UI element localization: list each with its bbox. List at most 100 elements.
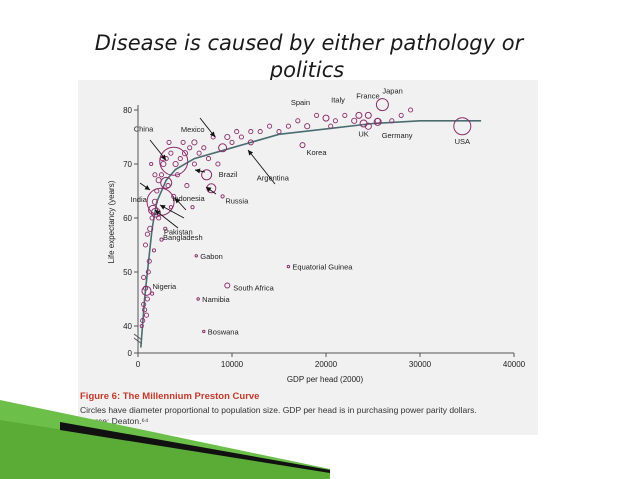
- y-tick-label: 80: [123, 106, 132, 115]
- country-bubble-brazil: [201, 169, 213, 181]
- country-label-equatorial-guinea: Equatorial Guinea: [292, 263, 353, 272]
- country-point: [229, 139, 235, 145]
- slide-title-line2: politics: [269, 58, 345, 82]
- country-point: [220, 194, 225, 199]
- country-point: [151, 198, 158, 205]
- country-label-bangladesh: Bangladesh: [163, 233, 203, 242]
- country-point: [332, 118, 338, 124]
- country-label-brazil: Brazil: [219, 170, 238, 179]
- country-label-china: China: [134, 124, 154, 133]
- country-point: [205, 156, 212, 162]
- country-point: [144, 296, 150, 302]
- country-point: [151, 248, 157, 253]
- annotation-arrowhead-russia: [206, 187, 212, 192]
- country-point: [201, 145, 207, 151]
- country-bubble-usa: [453, 117, 472, 136]
- country-bubble-germany: [373, 117, 382, 126]
- country-point: [191, 139, 198, 146]
- country-label-nigeria: Nigeria: [152, 282, 177, 291]
- country-point: [238, 134, 244, 140]
- country-point: [143, 312, 150, 318]
- country-label-japan: Japan: [382, 87, 402, 96]
- annotation-arrowhead-argentina: [248, 150, 254, 156]
- country-point: [160, 160, 167, 168]
- country-point: [140, 318, 146, 324]
- x-tick-label: 10000: [221, 360, 244, 369]
- country-label-pakistan: Pakistan: [164, 228, 193, 237]
- preston-curve-line: [140, 120, 482, 348]
- country-point: [398, 112, 404, 118]
- country-point: [142, 307, 148, 313]
- country-point: [159, 237, 164, 242]
- x-axis-label: GDP per head (2000): [287, 375, 364, 384]
- x-tick-label: 40000: [503, 360, 526, 369]
- country-point: [139, 323, 144, 329]
- y-tick-label: 50: [123, 268, 132, 277]
- country-point: [408, 107, 414, 113]
- country-bubble-pakistan: [150, 207, 161, 218]
- country-point: [190, 205, 195, 210]
- country-label-germany: Germany: [382, 131, 413, 140]
- country-bubble-nigeria: [141, 285, 152, 296]
- country-point: [314, 112, 320, 118]
- country-point: [304, 123, 311, 130]
- annotation-arrowhead-indonesia: [175, 198, 181, 204]
- figure-panel: [78, 80, 538, 435]
- country-point: [234, 129, 240, 135]
- y-tick-label: 60: [123, 214, 132, 223]
- country-bubble-indonesia: [160, 176, 173, 189]
- y-axis-label: Life expectancy (years): [107, 180, 116, 263]
- country-point: [224, 133, 231, 141]
- country-point: [141, 274, 147, 280]
- country-point: [142, 242, 149, 248]
- annotation-arrow-argentina: [247, 149, 276, 185]
- country-bubble-south-africa: [224, 282, 231, 289]
- annotation-arrowhead-china: [160, 154, 166, 160]
- country-label-russia: Russia: [225, 196, 249, 205]
- country-bubble-china: [159, 146, 189, 176]
- annotation-arrowhead-pakistan: [160, 205, 166, 210]
- country-point: [149, 161, 154, 167]
- country-bubble-india: [146, 187, 175, 216]
- country-label-uk: UK: [358, 130, 368, 139]
- country-bubble-korea: [299, 142, 306, 149]
- country-bubble-bangladesh: [148, 204, 159, 215]
- country-bubble-namibia: [196, 297, 200, 301]
- country-label-namibia: Namibia: [202, 295, 230, 304]
- country-point: [184, 183, 190, 189]
- country-bubble-spain: [322, 114, 330, 122]
- country-bubble-equatorial-guinea: [286, 264, 291, 269]
- y-tick-label: 40: [123, 322, 132, 331]
- country-point: [146, 258, 152, 264]
- country-label-south-africa: South Africa: [233, 284, 274, 293]
- country-point: [181, 150, 189, 157]
- country-label-korea: Korea: [307, 148, 328, 157]
- country-point: [389, 118, 395, 124]
- figure-caption-line1: Circles have diameter proportional to po…: [80, 405, 477, 415]
- country-label-mexico: Mexico: [181, 125, 205, 134]
- country-point: [152, 172, 158, 178]
- country-bubble-gabon: [194, 254, 198, 258]
- annotation-arrowhead-mexico: [209, 131, 215, 137]
- country-bubble-boswana: [202, 329, 206, 334]
- country-bubble-france: [364, 111, 372, 119]
- country-point: [295, 118, 301, 124]
- country-bubble-italy: [355, 111, 363, 119]
- country-point: [196, 150, 202, 156]
- annotation-arrowhead-india: [144, 185, 150, 190]
- country-point: [285, 123, 291, 129]
- country-point: [248, 129, 254, 135]
- axis-break-mark: [133, 333, 143, 341]
- x-tick-label: 30000: [409, 360, 432, 369]
- country-point: [257, 129, 263, 135]
- country-point: [342, 112, 348, 118]
- country-point: [141, 301, 147, 307]
- country-label-france: France: [356, 91, 379, 100]
- country-point: [166, 139, 172, 145]
- slide-title-line1: Disease is caused by either pathology or: [94, 31, 524, 55]
- figure-caption-source: Source: Deaton.⁶⁴: [80, 416, 149, 426]
- country-point: [215, 161, 221, 167]
- country-point: [147, 225, 154, 232]
- country-point: [163, 226, 168, 231]
